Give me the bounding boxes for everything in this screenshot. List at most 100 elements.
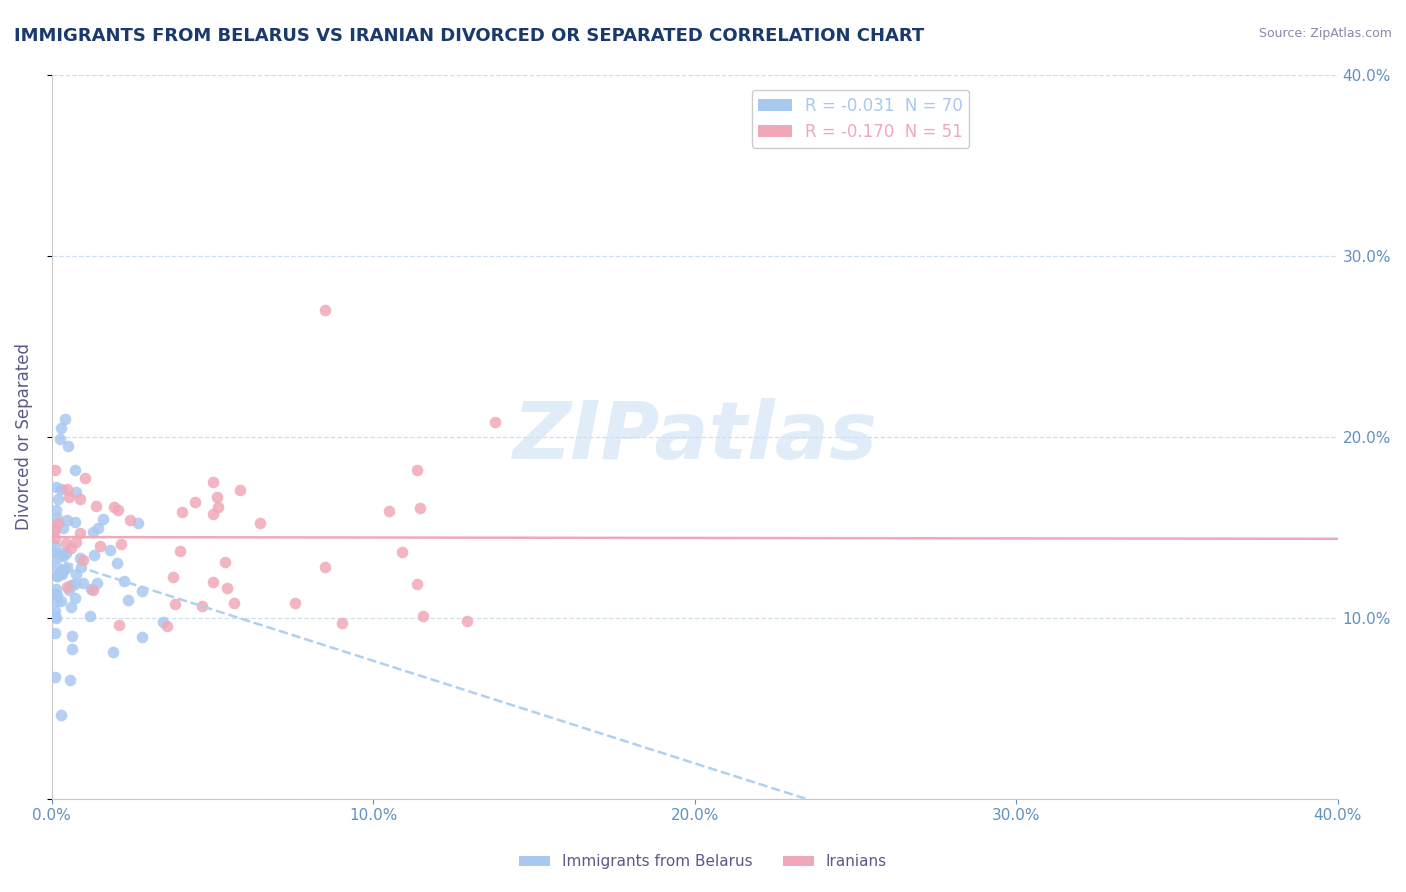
Point (408, 501, 430, 516)
Point (44, 603, 66, 617)
Point (56, 560, 79, 574)
Point (49, 594, 72, 608)
Point (190, 599, 212, 613)
Point (46, 491, 69, 506)
Point (51, 420, 73, 434)
Point (152, 615, 174, 629)
Point (49, 707, 72, 722)
Point (44, 531, 66, 545)
Text: ZIPatlas: ZIPatlas (512, 398, 877, 475)
Point (44, 523, 66, 537)
Point (84, 499, 107, 513)
Point (456, 614, 478, 628)
Point (59, 600, 82, 615)
Point (69, 525, 91, 540)
Point (162, 570, 184, 584)
Point (165, 597, 187, 611)
Point (110, 537, 132, 551)
Point (131, 631, 153, 645)
Point (215, 581, 238, 595)
Point (51, 566, 73, 581)
Point (49, 482, 72, 496)
Point (69, 551, 91, 566)
Point (46, 588, 69, 602)
Point (406, 463, 429, 477)
Point (82, 524, 104, 539)
Point (107, 503, 129, 517)
Point (73, 471, 96, 485)
Point (170, 505, 193, 519)
Point (156, 619, 179, 633)
Point (44, 609, 66, 624)
Point (49, 546, 72, 560)
Point (44, 463, 66, 477)
Point (49, 567, 72, 582)
Point (70, 560, 93, 574)
Point (45, 569, 67, 583)
Point (127, 516, 149, 530)
Point (53, 562, 76, 576)
Point (45, 480, 67, 494)
Point (63, 463, 86, 477)
Point (56, 483, 79, 497)
Point (65, 534, 87, 549)
Point (44, 551, 66, 566)
Point (89, 539, 111, 553)
Point (44, 522, 66, 536)
Point (55, 536, 77, 550)
Point (44, 625, 66, 640)
Point (80, 582, 103, 596)
Point (120, 513, 142, 527)
Point (45, 611, 67, 625)
Point (86, 575, 108, 590)
Point (184, 495, 207, 509)
Text: IMMIGRANTS FROM BELARUS VS IRANIAN DIVORCED OR SEPARATED CORRELATION CHART: IMMIGRANTS FROM BELARUS VS IRANIAN DIVOR… (14, 27, 924, 45)
Point (107, 618, 129, 632)
Point (284, 596, 307, 610)
Point (45, 593, 67, 607)
Point (60, 629, 83, 643)
Point (44, 670, 66, 684)
Point (69, 492, 91, 507)
Point (65, 485, 87, 500)
Point (60, 642, 83, 657)
Point (79, 609, 101, 624)
Point (314, 560, 336, 574)
Point (46, 560, 69, 574)
Point (103, 500, 125, 514)
Point (406, 577, 429, 591)
Point (330, 615, 353, 630)
Point (117, 592, 139, 607)
Point (58, 490, 80, 504)
Point (484, 415, 506, 429)
Point (214, 556, 236, 570)
Point (55, 513, 77, 527)
Point (205, 490, 228, 504)
Point (63, 577, 86, 591)
Point (45, 503, 67, 517)
Point (83, 548, 105, 562)
Y-axis label: Divorced or Separated: Divorced or Separated (15, 343, 32, 530)
Point (48, 549, 70, 564)
Point (46, 569, 69, 583)
Point (207, 500, 229, 514)
Point (55, 546, 77, 560)
Point (249, 516, 271, 530)
Point (59, 673, 82, 688)
Point (105, 556, 128, 570)
Point (48, 516, 70, 530)
Point (56, 439, 79, 453)
Point (201, 475, 224, 490)
Point (378, 504, 401, 518)
Point (202, 508, 225, 522)
Point (93, 512, 115, 526)
Point (44, 537, 66, 551)
Point (201, 575, 224, 590)
Point (49, 432, 72, 446)
Point (222, 596, 245, 610)
Point (86, 521, 108, 535)
Point (46, 511, 69, 525)
Legend: Immigrants from Belarus, Iranians: Immigrants from Belarus, Iranians (513, 848, 893, 875)
Point (112, 574, 135, 589)
Point (44, 587, 66, 601)
